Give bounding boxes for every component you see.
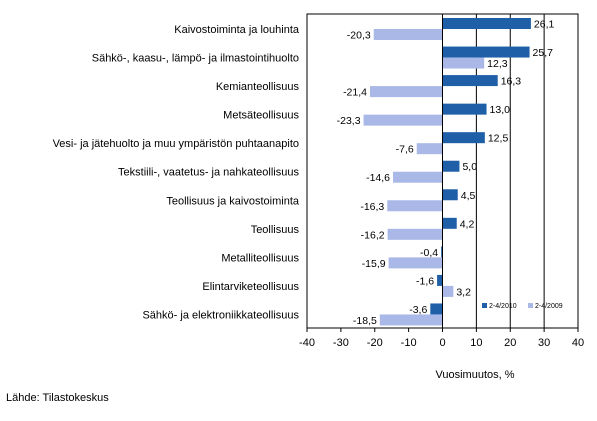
x-tick-label-3: -10 [401, 337, 417, 349]
x-tick-label-8: 40 [572, 337, 584, 349]
data-label-current-2: 16,3 [501, 76, 522, 88]
bar-current-4 [442, 132, 485, 144]
data-label-current-10: -3,6 [409, 304, 427, 316]
data-label-previous-2: -21,4 [343, 87, 367, 99]
data-label-current-5: 5,0 [462, 161, 477, 173]
data-label-current-6: 4,5 [461, 190, 476, 202]
legend-swatch-0 [482, 303, 487, 308]
x-axis-title: Vuosimuutos, % [435, 369, 514, 381]
data-label-current-9: -1,6 [416, 275, 434, 287]
bar-previous-0 [373, 29, 443, 40]
bar-current-1 [442, 46, 530, 58]
data-label-previous-3: -23,3 [337, 115, 361, 127]
data-label-current-8: -0,4 [420, 247, 438, 259]
bar-previous-3 [363, 114, 443, 126]
x-tick-label-6: 20 [504, 337, 516, 349]
legend-label-0: 2-4/2010 [489, 303, 517, 310]
bar-previous-5 [393, 171, 443, 183]
legend-label-1: 2-4/2009 [535, 303, 563, 310]
x-tick-label-2: -20 [367, 337, 383, 349]
data-label-previous-10: -18,5 [353, 315, 377, 327]
data-label-previous-8: -15,9 [362, 258, 386, 270]
category-label-8: Metalliteollisuus [221, 252, 299, 264]
category-label-5: Tekstiili-, vaatetus- ja nahkateollisuus [118, 167, 299, 179]
data-label-previous-4: -7,6 [396, 144, 414, 156]
data-label-current-0: 26,1 [534, 19, 555, 31]
source-note: Lähde: Tilastokeskus [6, 392, 109, 404]
x-tick-label-0: -40 [299, 337, 315, 349]
bar-current-6 [442, 189, 458, 201]
x-tick-label-1: -30 [333, 337, 349, 349]
data-label-current-1: 25,7 [533, 47, 554, 59]
data-label-previous-1: 12,3 [487, 58, 508, 70]
bar-previous-2 [370, 86, 443, 98]
bar-previous-1 [442, 57, 485, 69]
bar-previous-9 [442, 285, 454, 297]
data-label-previous-7: -16,2 [361, 229, 385, 241]
bar-previous-10 [379, 314, 443, 326]
category-label-0: Kaivostoiminta ja louhinta [174, 24, 300, 36]
category-label-10: Sähkö- ja elektroniikkateollisuus [142, 309, 299, 321]
data-label-current-7: 4,2 [460, 218, 475, 230]
category-label-9: Elintarviketeollisuus [202, 281, 299, 293]
data-label-current-3: 13,0 [490, 104, 511, 116]
bar-previous-4 [416, 143, 443, 155]
bar-current-8 [441, 246, 443, 258]
bar-current-10 [430, 303, 443, 315]
category-label-2: Kemianteollisuus [216, 81, 300, 93]
data-label-previous-6: -16,3 [360, 201, 384, 213]
bar-current-3 [442, 103, 487, 115]
bar-current-7 [442, 217, 457, 229]
bar-current-2 [442, 75, 498, 87]
category-label-4: Vesi- ja jätehuolto ja muu ympäristön pu… [53, 138, 299, 150]
data-label-previous-0: -20,3 [347, 30, 371, 42]
x-tick-label-5: 10 [470, 337, 482, 349]
category-label-6: Teollisuus ja kaivostoiminta [166, 195, 300, 207]
x-tick-label-4: 0 [439, 337, 445, 349]
bar-previous-7 [387, 228, 443, 240]
category-label-3: Metsäteollisuus [223, 110, 299, 122]
legend-swatch-1 [528, 303, 533, 308]
bar-current-0 [442, 18, 531, 29]
data-label-previous-9: 3,2 [456, 286, 471, 298]
x-tick-label-7: 30 [538, 337, 550, 349]
category-label-1: Sähkö-, kaasu-, lämpö- ja ilmastointihuo… [92, 53, 299, 65]
data-label-previous-5: -14,6 [366, 172, 390, 184]
data-label-current-4: 12,5 [488, 133, 509, 145]
bar-previous-8 [388, 257, 443, 269]
category-label-7: Teollisuus [251, 224, 300, 236]
bar-current-5 [442, 160, 460, 172]
bar-previous-6 [387, 200, 443, 212]
bar-current-9 [437, 274, 443, 286]
